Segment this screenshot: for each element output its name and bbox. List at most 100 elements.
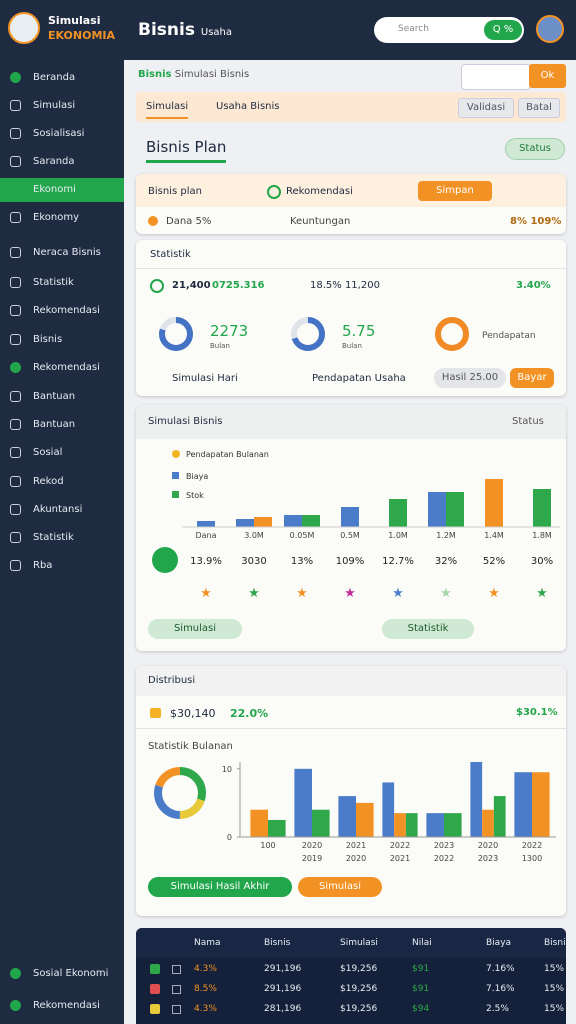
search-box[interactable]: Search Q % [374,17,524,43]
row-icon [172,965,181,974]
menu-label: Saranda [33,156,75,167]
cancel-button[interactable]: Batal [518,98,560,118]
final-button[interactable]: Simulasi Hasil Akhir [148,877,292,897]
row-icon [172,1005,181,1014]
menu-item[interactable]: Ekonomy [0,206,124,230]
save-button[interactable]: Simpan [418,181,492,201]
x-sub-label: 2021 [390,854,410,863]
result-pill[interactable]: Hasil 25.00 [434,368,506,388]
menu-item[interactable]: Rekod [0,470,124,494]
x-sub-label: 2020 [346,854,366,863]
user-avatar[interactable] [536,15,564,43]
check-icon [267,185,281,199]
cell: 15% [544,984,565,994]
menu-label: Rekomendasi [33,1000,100,1011]
star: ★ [200,586,212,601]
x-tick-label: 2021 [346,841,366,850]
menu-item[interactable]: Statistik [0,271,124,295]
plan-row: Bisnis plan Rekomendasi Simpan [136,174,566,207]
x-sub-label: 2023 [478,854,498,863]
menu-item[interactable]: Rba [0,554,124,578]
validate-button[interactable]: Validasi [458,98,514,118]
bar [356,802,374,837]
menu-item[interactable]: Rekomendasi [0,994,124,1018]
menu-item[interactable]: Saranda [0,150,124,174]
tab[interactable]: Usaha Bisnis [216,101,280,112]
donut-value: 2273 [210,322,248,340]
donut-arc [159,317,193,351]
menu-item[interactable]: Rekomendasi [0,356,124,380]
toolbar-icons[interactable] [461,64,531,90]
star: ★ [536,586,548,601]
kpi: $30,140 [170,707,216,720]
ok-button[interactable]: Ok [529,64,566,88]
status-toggle[interactable]: Status [505,138,565,160]
menu-label: Rba [33,560,53,571]
menu-item[interactable]: Sosial Ekonomi [0,962,124,986]
menu-icon [10,277,21,288]
star: ★ [488,586,500,601]
bar [197,521,215,527]
cell: $91 [412,964,430,974]
star: ★ [440,586,452,601]
simulate-button[interactable]: Simulasi [298,877,382,897]
menu-label: Beranda [33,72,76,83]
donut-arc [435,317,469,351]
menu-icon [10,184,21,195]
x-tick-label: 100 [260,841,275,850]
search-button[interactable]: Q % [484,20,522,40]
tab[interactable]: Simulasi [146,101,189,119]
row-icon [150,984,160,994]
menu-label: Sosialisasi [33,128,85,139]
kpi: 22.0% [230,707,269,720]
row-icon [150,964,160,974]
menu-item[interactable]: Beranda [0,66,124,90]
title: Bisnis [138,20,195,40]
menu-item[interactable]: Neraca Bisnis [0,241,124,265]
legend-swatch [172,491,179,498]
menu-item[interactable]: Bisnis [0,328,124,352]
cell: 4.3% [194,1004,217,1014]
simulation-card: Simulasi Bisnis Status Pendapatan Bulana… [136,405,566,651]
bar [446,492,464,527]
pay-button[interactable]: Bayar [510,368,554,388]
column-header: Bisnis [544,938,571,948]
bar [236,519,254,527]
bar [426,813,444,837]
menu-item[interactable]: Statistik [0,526,124,550]
stat-value: 32% [435,556,457,567]
plan-profit: Keuntungan [290,216,351,227]
stat-value: 3030 [241,556,266,567]
bar [250,809,268,837]
wallet-icon [150,708,161,718]
bar [312,809,330,837]
stat-value: 109% [336,556,365,567]
menu-label: Simulasi [33,100,76,111]
x-tick-label: 2022 [522,841,542,850]
menu-item[interactable]: Bantuan [0,385,124,409]
cell: 15% [544,964,565,974]
stat-value: 30% [531,556,553,567]
plan-recommend: Rekomendasi [286,186,353,197]
menu-item[interactable]: Ekonomi [0,178,124,202]
pie-segment [154,767,206,819]
donut-label: Bulan [342,342,362,350]
menu-label: Akuntansi [33,504,83,515]
kpi: $30.1% [516,707,558,718]
bar [341,507,359,527]
menu-item[interactable]: Akuntansi [0,498,124,522]
menu-item[interactable]: Simulasi [0,94,124,118]
header-row [136,928,566,958]
menu-item[interactable]: Sosialisasi [0,122,124,146]
breadcrumb-root: Bisnis [138,69,172,80]
menu-item[interactable]: Sosial [0,441,124,465]
bar [470,762,483,837]
menu-item[interactable]: Bantuan [0,413,124,437]
column-header: Biaya [486,938,512,948]
subtitle: Usaha [200,27,232,38]
stat-value: 12.7% [382,556,414,567]
y-tick-label: 0 [227,833,232,842]
menu-item[interactable]: Rekomendasi [0,299,124,323]
simulate-button[interactable]: Simulasi [148,619,242,639]
stats-button[interactable]: Statistik [382,619,474,639]
